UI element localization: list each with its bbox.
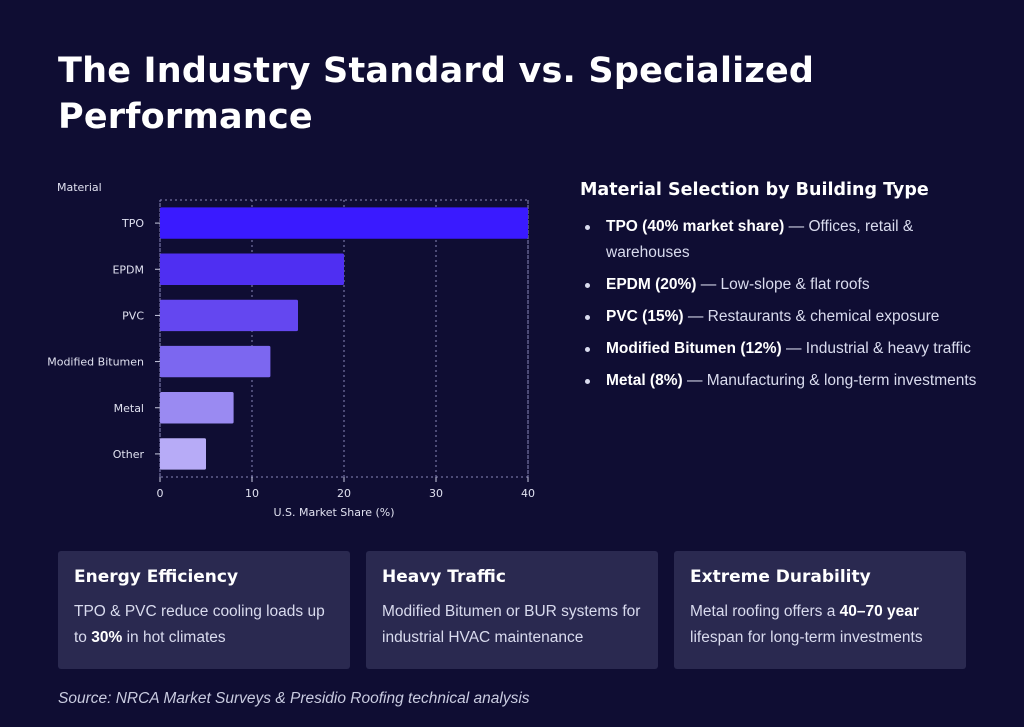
item-bold: Modified Bitumen (12%) <box>606 340 782 357</box>
bar-chart-svg: 0 10 20 30 40 TPO EPDM PVC Modified Bitumen Metal… <box>47 181 535 519</box>
material-selection-panel: Material Selection by Building Type TPO … <box>580 180 980 400</box>
plot-frame <box>159 199 529 478</box>
card-body: TPO & PVC reduce cooling loads up to 30%… <box>74 599 334 651</box>
card-title: Energy Efficiency <box>74 567 239 587</box>
card-heavy-traffic: Heavy Traffic Modified Bitumen or BUR sy… <box>366 551 658 669</box>
x-tick-label: 20 <box>337 487 351 500</box>
material-item-tpo: TPO (40% market share) — Offices, retail… <box>580 214 980 266</box>
bar <box>160 438 206 470</box>
material-list: TPO (40% market share) — Offices, retail… <box>580 214 980 394</box>
card-highlight: 30% <box>91 629 123 646</box>
card-text: lifespan for long-term investments <box>690 629 923 646</box>
material-item-epdm: EPDM (20%) — Low-slope & flat roofs <box>580 272 980 298</box>
x-tick-label: 0 <box>157 487 164 500</box>
item-bold: EPDM (20%) <box>606 276 697 293</box>
x-tick-label: 40 <box>521 487 535 500</box>
card-title: Extreme Durability <box>690 567 871 587</box>
bar <box>160 345 271 378</box>
card-energy-efficiency: Energy Efficiency TPO & PVC reduce cooli… <box>58 551 350 669</box>
source-note: Source: NRCA Market Surveys & Presidio R… <box>58 690 530 707</box>
panel-title: Material Selection by Building Type <box>580 180 929 200</box>
card-highlight: 40–70 year <box>839 603 919 620</box>
bar <box>160 207 528 239</box>
card-text: in hot climates <box>122 629 226 646</box>
y-tick-label: Metal <box>114 402 144 415</box>
card-extreme-durability: Extreme Durability Metal roofing offers … <box>674 551 966 669</box>
y-tick-label: TPO <box>121 217 144 230</box>
material-item-pvc: PVC (15%) — Restaurants & chemical expos… <box>580 304 980 330</box>
card-body: Metal roofing offers a 40–70 year lifesp… <box>690 599 950 651</box>
card-body: Modified Bitumen or BUR systems for indu… <box>382 599 642 651</box>
item-bold: TPO (40% market share) <box>606 218 785 235</box>
card-text: Metal roofing offers a <box>690 603 840 620</box>
item-text: — Low-slope & flat roofs <box>696 276 870 293</box>
y-axis-label: Material <box>57 181 102 194</box>
card-text: TPO & PVC reduce cooling loads up to <box>74 603 325 646</box>
card-text: Modified Bitumen or BUR systems for indu… <box>382 603 641 646</box>
material-item-modified-bitumen: Modified Bitumen (12%) — Industrial & he… <box>580 336 980 362</box>
y-tick-label: PVC <box>122 309 144 322</box>
x-tick-label: 10 <box>245 487 259 500</box>
item-bold: Metal (8%) <box>606 372 683 389</box>
item-text: — Offices, retail & warehouses <box>606 218 914 261</box>
card-title: Heavy Traffic <box>382 567 506 587</box>
y-tick-label: Other <box>113 448 145 461</box>
x-axis-label: U.S. Market Share (%) <box>273 506 394 519</box>
bar <box>160 253 344 285</box>
y-tick-label: EPDM <box>112 263 144 276</box>
bar <box>160 392 234 424</box>
y-tick-label: Modified Bitumen <box>47 356 144 369</box>
item-text: — Industrial & heavy traffic <box>781 340 971 357</box>
page-title: The Industry Standard vs. Specialized Pe… <box>58 51 815 137</box>
bar <box>160 299 298 332</box>
material-item-metal: Metal (8%) — Manufacturing & long-term i… <box>580 368 980 394</box>
x-tick-label: 30 <box>429 487 443 500</box>
item-bold: PVC (15%) <box>606 308 684 325</box>
market-share-chart: 0 10 20 30 40 TPO EPDM PVC Modified Bitumen Metal… <box>0 170 560 530</box>
item-text: — Manufacturing & long-term investments <box>682 372 977 389</box>
item-text: — Restaurants & chemical exposure <box>683 308 940 325</box>
